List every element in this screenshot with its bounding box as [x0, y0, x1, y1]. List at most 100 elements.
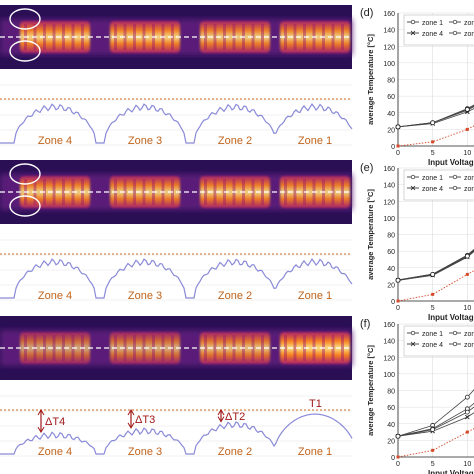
heater-stripe [293, 335, 297, 361]
legend-entry: zone 1 [422, 175, 443, 182]
heater-stripe [261, 335, 264, 361]
thermal-row-2: Zone 4 Zone 3 Zone 2 Zone 1 [0, 160, 353, 308]
reference-line [397, 428, 474, 458]
heater-stripe [52, 24, 56, 50]
y-tick-label: 120 [383, 355, 395, 362]
temperature-profile [0, 258, 353, 299]
legend-marker [452, 330, 458, 336]
thermal-row-1: Zone 4 Zone 3 Zone 2 Zone 1 [0, 5, 353, 153]
delta-arrow-head [217, 409, 225, 416]
zone-label: Zone 1 [298, 446, 332, 458]
delta-label: T1 [309, 398, 322, 410]
reference-point [431, 292, 435, 296]
x-axis-label: Input Voltag [428, 313, 474, 322]
delta-arrow-head [127, 409, 135, 416]
reference-point [396, 144, 400, 148]
x-tick-label: 0 [396, 305, 400, 312]
heater-stripe [284, 24, 287, 50]
zone-label: Zone 2 [218, 290, 252, 302]
y-tick-label: 60 [387, 249, 395, 256]
x-axis-label: Input Voltag [428, 469, 474, 474]
y-tick-label: 60 [387, 94, 395, 101]
heater-element [20, 332, 90, 364]
x-axis-label: Input Voltag [428, 158, 474, 167]
reference-point [465, 127, 469, 131]
data-point [430, 271, 436, 277]
x-tick-label: 0 [396, 461, 400, 468]
legend-marker [410, 174, 416, 180]
legend-entry: zone 5 [464, 342, 474, 349]
edge-marker [9, 40, 41, 62]
y-tick-label: 80 [387, 389, 395, 396]
legend-entry: zone 4 [422, 31, 443, 38]
series-line [397, 249, 474, 281]
data-point [465, 414, 470, 420]
legend: zone 1 zone 2 zone 4 zone 5 [403, 14, 474, 46]
y-tick-label: 80 [387, 233, 395, 240]
y-tick-label: 20 [387, 282, 395, 289]
legend-marker [452, 19, 458, 25]
heater-stripe [204, 179, 207, 205]
y-tick-label: 40 [387, 422, 395, 429]
data-point [464, 409, 470, 415]
y-axis-label: average Temperature [°C] [366, 345, 375, 436]
zone-label: Zone 1 [298, 135, 332, 147]
y-tick-label: 80 [387, 78, 395, 85]
panel-label: (f) [360, 318, 370, 330]
zone-label: Zone 1 [298, 290, 332, 302]
heater-stripe [52, 179, 56, 205]
legend-entry: zone 2 [464, 20, 474, 27]
y-tick-label: 160 [383, 322, 395, 329]
data-point [430, 120, 436, 126]
y-tick-label: 20 [387, 127, 395, 134]
heater-zone [20, 332, 90, 364]
series-line [397, 406, 474, 437]
data-point [395, 433, 401, 439]
y-tick-label: 160 [383, 11, 395, 18]
zone-label: Zone 3 [128, 135, 162, 147]
x-tick-label: 0 [396, 150, 400, 157]
legend-entry: zone 5 [464, 186, 474, 193]
reference-point [431, 448, 435, 452]
series-line [397, 389, 474, 437]
delta-arrow-head [37, 426, 45, 434]
x-tick-label: 10 [463, 461, 471, 468]
temperature-profile [0, 413, 353, 455]
legend-marker [452, 341, 458, 347]
data-point [464, 253, 470, 259]
y-axis-label: average Temperature [°C] [366, 34, 375, 125]
legend-entry: zone 1 [422, 20, 443, 27]
legend-marker [452, 185, 458, 191]
heater-stripe [293, 179, 297, 205]
y-tick-label: 140 [383, 183, 395, 190]
legend-box [403, 169, 474, 201]
heater-zone [20, 21, 90, 53]
y-tick-label: 0 [391, 144, 395, 151]
zone-label: Zone 2 [218, 446, 252, 458]
reference-point [465, 272, 469, 276]
heater-stripe [62, 335, 65, 361]
x-tick-label: 5 [431, 461, 435, 468]
legend-marker [410, 19, 416, 25]
heater-stripe [62, 24, 65, 50]
y-tick-label: 140 [383, 339, 395, 346]
heater-stripe [341, 335, 344, 361]
zone-label: Zone 4 [38, 135, 72, 147]
chart-2: 0 20 40 60 80 100 120 140 160 0 5 10 average Tempera… [360, 162, 474, 322]
series-line [397, 108, 474, 128]
panel-label: (e) [360, 162, 373, 174]
y-tick-label: 160 [383, 166, 395, 173]
heater-stripe [133, 24, 136, 50]
series-line [397, 402, 474, 437]
y-tick-label: 100 [383, 61, 395, 68]
delta-arrow-head [217, 416, 225, 423]
series-line [397, 412, 474, 437]
legend-entry: zone 5 [464, 31, 474, 38]
data-point [464, 107, 470, 112]
heater-zone [20, 176, 90, 208]
reference-point [465, 430, 469, 434]
heater-stripe [293, 24, 297, 50]
zone-label: Zone 4 [38, 446, 72, 458]
y-tick-label: 60 [387, 405, 395, 412]
x-tick-label: 10 [463, 150, 471, 157]
